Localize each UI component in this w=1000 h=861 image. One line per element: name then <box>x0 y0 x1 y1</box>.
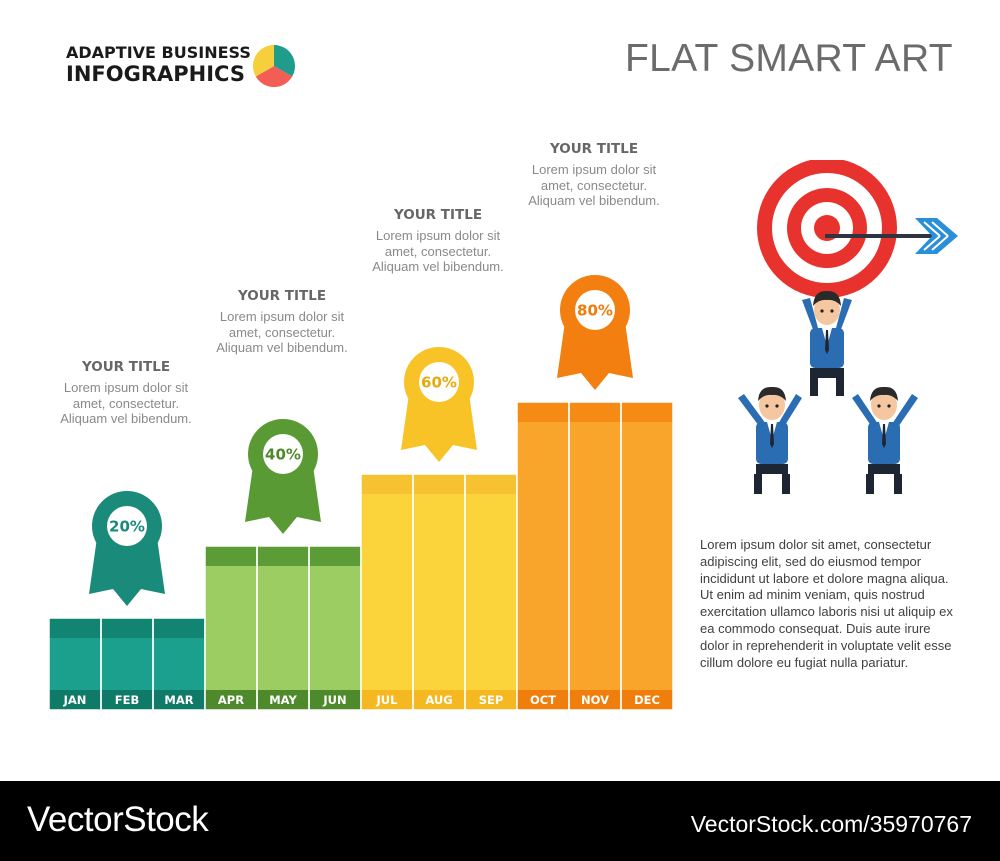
bar-cap <box>49 618 205 638</box>
bar-cap <box>361 474 517 494</box>
month-label-band <box>517 690 673 710</box>
bar-group-4 <box>517 402 673 690</box>
data-label: 40% <box>265 446 301 464</box>
data-label: 60% <box>421 374 457 392</box>
bar-dec <box>620 401 674 711</box>
tick-label-jan: JAN <box>63 693 87 707</box>
annotation-body: Lorem ipsum dolor sit amet, consectetur.… <box>60 380 192 427</box>
tick-label-aug: AUG <box>425 693 452 707</box>
businessman-right-icon <box>852 386 918 494</box>
badge-center <box>107 506 147 546</box>
tick-label-may: MAY <box>269 693 297 707</box>
annotation-body: Lorem ipsum dolor sit amet, consectetur.… <box>372 228 504 275</box>
annotation-title: YOUR TITLE <box>393 207 483 223</box>
logo-pie-slice-yellow <box>252 45 274 77</box>
badge-center <box>263 434 303 474</box>
footer-url: VectorStock.com/35970767 <box>690 811 972 837</box>
tick-label-nov: NOV <box>581 693 609 707</box>
data-label: 20% <box>109 518 145 536</box>
annotation-title: YOUR TITLE <box>81 359 171 375</box>
badge-center <box>419 362 459 402</box>
arrow-icon <box>825 218 958 254</box>
annotation-2: YOUR TITLE Lorem ipsum dolor sit amet, c… <box>212 288 352 356</box>
target-icon <box>757 160 897 298</box>
annotation-title: YOUR TITLE <box>237 288 327 304</box>
badge-center <box>575 290 615 330</box>
tick-label-apr: APR <box>218 693 244 707</box>
businessman-top-icon <box>802 290 852 396</box>
month-label-band <box>205 690 361 710</box>
footer-brand: VectorStock <box>27 800 209 839</box>
tick-label-jul: JUL <box>376 693 399 707</box>
tick-label-oct: OCT <box>530 693 556 707</box>
logo-pie-icon <box>252 45 296 88</box>
bar-group-3 <box>361 474 517 690</box>
footer-bar: VectorStock VectorStock.com/35970767 <box>0 781 1000 861</box>
tick-label-jun: JUN <box>322 693 346 707</box>
brand-line-1: ADAPTIVE BUSINESS <box>66 43 251 62</box>
brand-title: ADAPTIVE BUSINESS INFOGRAPHICS <box>66 45 251 85</box>
annotation-body: Lorem ipsum dolor sit amet, consectetur.… <box>216 309 348 356</box>
annotation-1: YOUR TITLE Lorem ipsum dolor sit amet, c… <box>56 359 196 427</box>
tick-label-dec: DEC <box>634 693 660 707</box>
description-text: Lorem ipsum dolor sit amet, consectetur … <box>700 537 953 670</box>
tick-label-sep: SEP <box>479 693 504 707</box>
page-title: FLAT SMART ART <box>625 37 953 80</box>
bar-chart: JAN FEB MAR 20% APR MAY JUN 40% JUL AUG SEP 60% OCT N… <box>48 275 674 711</box>
month-label-band <box>49 690 205 710</box>
target-teamwork-icon <box>738 160 958 494</box>
tick-label-mar: MAR <box>164 693 193 707</box>
bar-cap <box>517 402 673 422</box>
annotation-body: Lorem ipsum dolor sit amet, consectetur.… <box>528 162 660 209</box>
logo-pie-slice-red <box>255 66 293 88</box>
tick-label-feb: FEB <box>115 693 139 707</box>
bar-cap <box>205 546 361 566</box>
annotation-3: YOUR TITLE Lorem ipsum dolor sit amet, c… <box>368 207 508 275</box>
logo-pie-slice-teal <box>274 45 296 77</box>
data-label: 80% <box>577 302 613 320</box>
annotation-4: YOUR TITLE Lorem ipsum dolor sit amet, c… <box>524 141 664 209</box>
businessman-left-icon <box>738 386 802 494</box>
annotation-title: YOUR TITLE <box>549 141 639 157</box>
bar-group-2 <box>205 546 361 690</box>
month-label-band <box>361 690 517 710</box>
brand-line-2: INFOGRAPHICS <box>66 62 245 86</box>
